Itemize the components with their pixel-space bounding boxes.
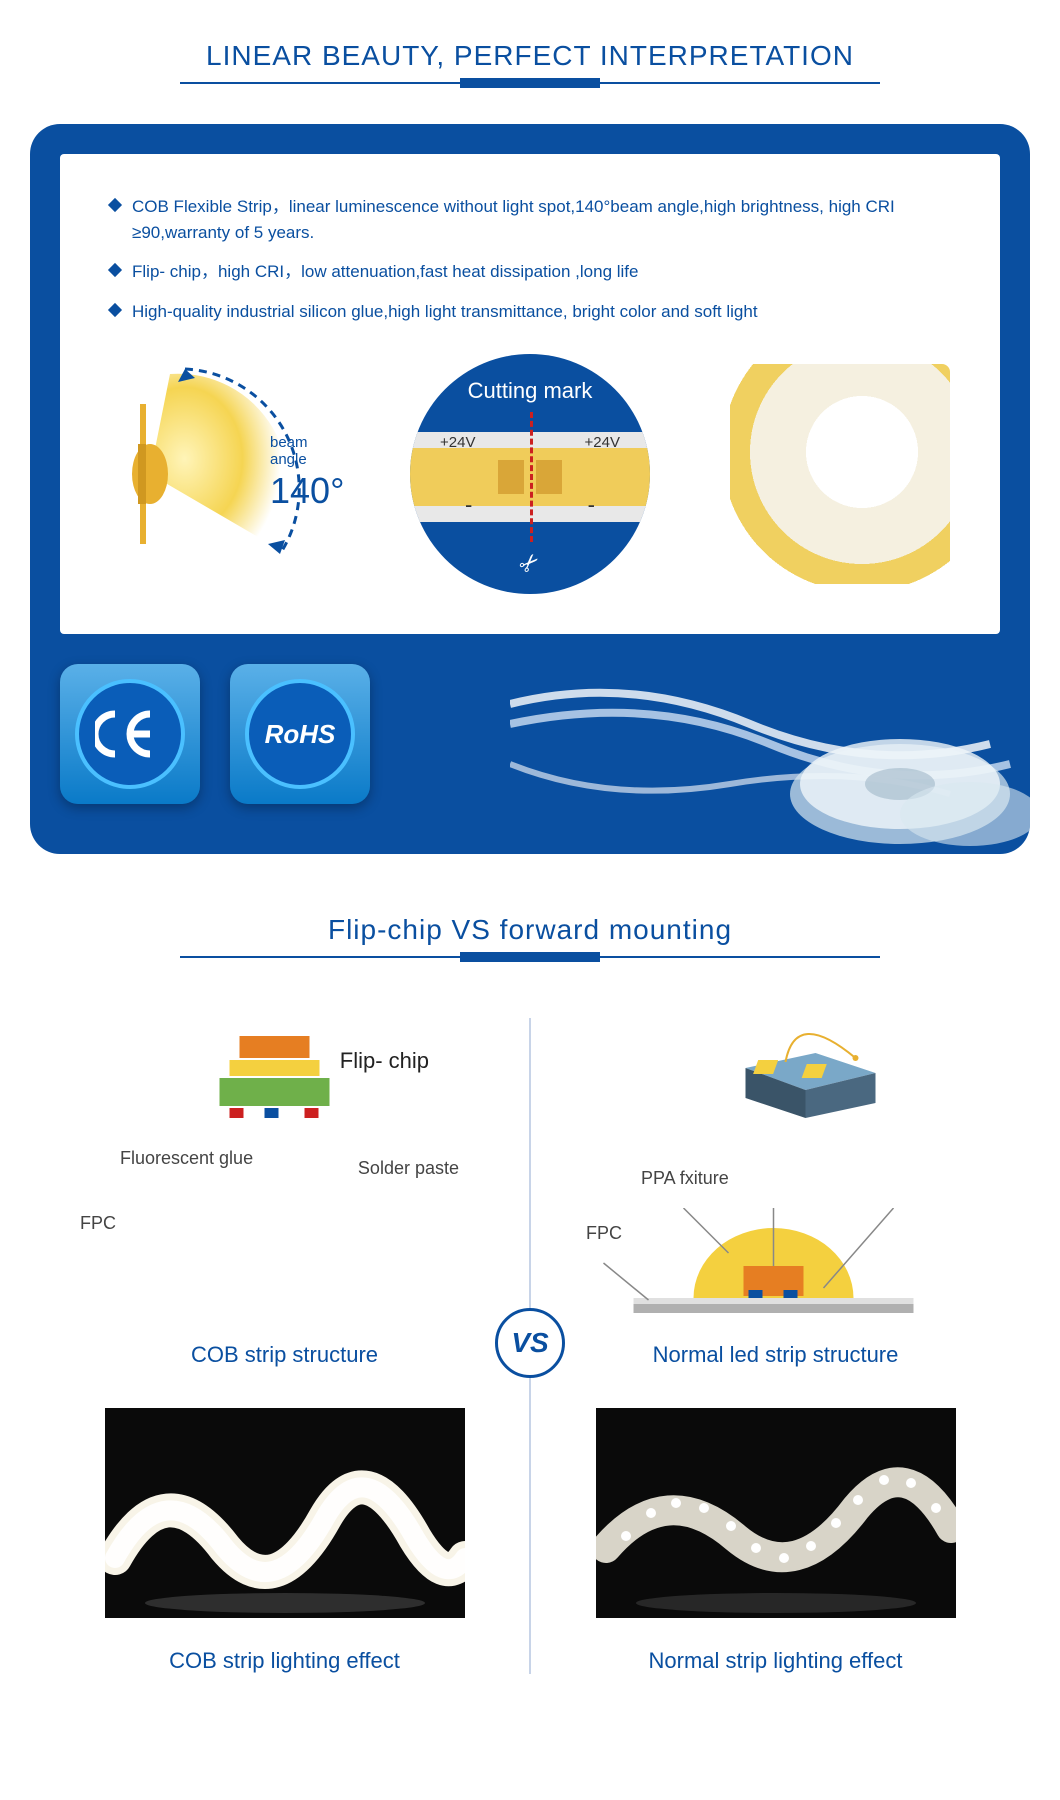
vs-badge: VS	[495, 1308, 565, 1378]
callout-solder: Solder paste	[358, 1158, 459, 1179]
flip-chip-comparison: Flip- chip Fluorescent glue Solder past	[40, 1018, 1020, 1674]
cut-dash-line	[530, 412, 533, 542]
normal-structure-diagram: PPA fxiture FPC	[531, 1018, 1020, 1328]
callout-fpc: FPC	[80, 1213, 116, 1234]
polarity-label: -	[465, 492, 472, 518]
beam-angle-diagram: beam angle 140°	[110, 364, 330, 584]
solder-pad-icon	[498, 460, 524, 494]
feature-bullet-list: COB Flexible Strip，linear luminescence w…	[110, 194, 950, 324]
rohs-icon: RoHS	[245, 679, 355, 789]
white-feature-card: COB Flexible Strip，linear luminescence w…	[60, 154, 1000, 634]
cob-structure-label: COB strip structure	[40, 1342, 529, 1368]
comparison-right-col: PPA fxiture FPC Normal led strip structu…	[531, 1018, 1020, 1674]
beam-label-small: beam angle	[270, 434, 344, 468]
polarity-label: -	[588, 492, 595, 518]
beam-angle-labels: beam angle 140°	[270, 434, 344, 512]
solder-pad-icon	[536, 460, 562, 494]
normal-structure-label: Normal led strip structure	[531, 1342, 1020, 1368]
cob-structure-diagram: Flip- chip Fluorescent glue Solder past	[40, 1018, 529, 1328]
bullet-item: High-quality industrial silicon glue,hig…	[110, 299, 950, 325]
cutting-mark-diagram: Cutting mark +24V +24V - - ✂	[410, 354, 650, 594]
diamond-icon	[108, 198, 122, 212]
cob-effect-label: COB strip lighting effect	[40, 1648, 529, 1674]
blue-feature-panel: COB Flexible Strip，linear luminescence w…	[30, 124, 1030, 854]
three-diagrams-row: beam angle 140° Cutting mark +24V +24V -…	[110, 354, 950, 594]
diamond-icon	[108, 302, 122, 316]
diamond-icon	[108, 263, 122, 277]
flip-chip-label: Flip- chip	[340, 1048, 429, 1074]
beam-label-big: 140°	[270, 470, 344, 512]
normal-effect-photo	[596, 1408, 956, 1618]
normal-effect-label: Normal strip lighting effect	[531, 1648, 1020, 1674]
rohs-badge: RoHS	[230, 664, 370, 804]
voltage-label: +24V	[585, 434, 620, 451]
bullet-item: Flip- chip，high CRI，low attenuation,fast…	[110, 259, 950, 285]
voltage-label: +24V	[440, 434, 475, 451]
callout-ppa: PPA fxiture	[641, 1168, 729, 1189]
callout-fpc-right: FPC	[586, 1223, 622, 1244]
strip-product-photo	[730, 364, 950, 584]
cob-effect-photo	[105, 1408, 465, 1618]
ce-icon	[75, 679, 185, 789]
bullet-item: COB Flexible Strip，linear luminescence w…	[110, 194, 950, 245]
cutting-mark-title: Cutting mark	[410, 378, 650, 404]
callout-glue: Fluorescent glue	[120, 1148, 253, 1169]
title-underline-1	[180, 82, 880, 84]
certification-badge-row: RoHS	[60, 664, 1000, 824]
title-underline-2	[180, 956, 880, 958]
scissors-icon: ✂	[513, 546, 548, 581]
strip-reel-illustration	[510, 664, 1030, 854]
comparison-left-col: Flip- chip Fluorescent glue Solder past	[40, 1018, 529, 1674]
section-title-2: Flip-chip VS forward mounting	[0, 914, 1060, 946]
bullet-text: Flip- chip，high CRI，low attenuation,fast…	[132, 259, 639, 285]
ce-badge	[60, 664, 200, 804]
bullet-text: COB Flexible Strip，linear luminescence w…	[132, 194, 950, 245]
bullet-text: High-quality industrial silicon glue,hig…	[132, 299, 758, 325]
section-title-1: LINEAR BEAUTY, PERFECT INTERPRETATION	[0, 40, 1060, 72]
rohs-text: RoHS	[265, 719, 336, 750]
